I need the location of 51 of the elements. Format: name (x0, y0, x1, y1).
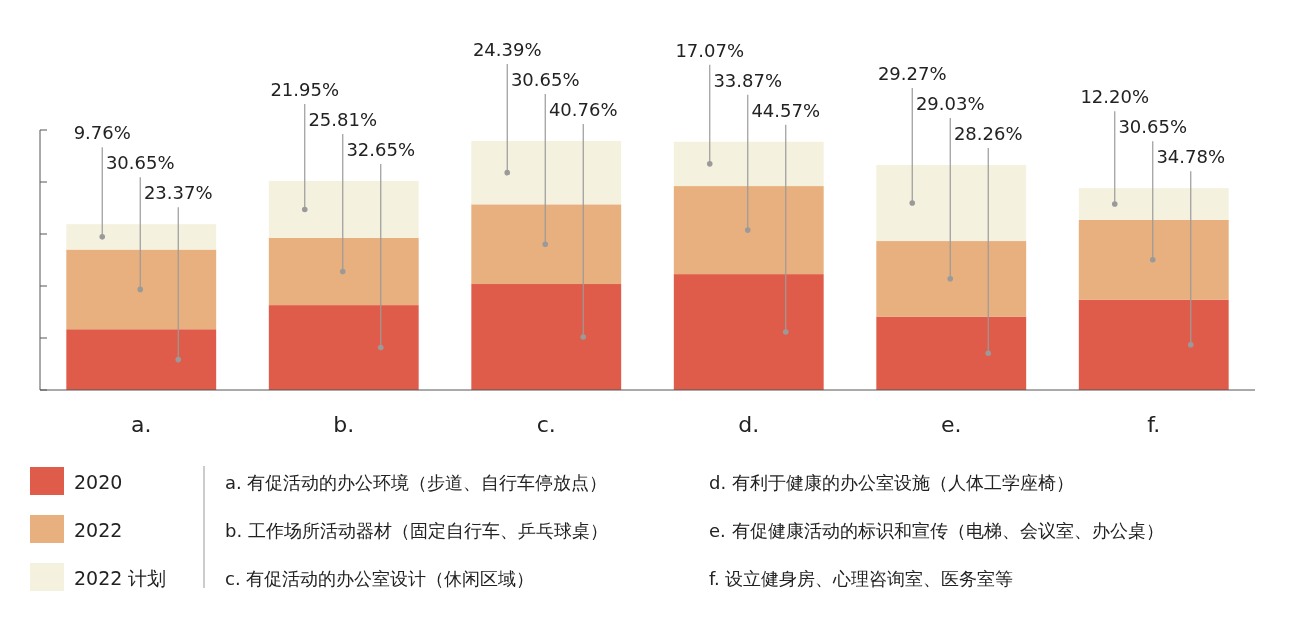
bar (471, 140, 622, 205)
legend-label: 2020 (74, 471, 123, 493)
data-label: 28.26% (953, 122, 1023, 144)
bar (876, 316, 1027, 390)
text: e. 有促健康活动的标识和宣传（电梯、会议室、办公桌） (709, 520, 1164, 541)
bar (268, 238, 419, 306)
text: f. 设立健身房、心理咨询室、医务室等 (709, 568, 1014, 589)
data-label: 24.39% (472, 38, 542, 60)
data-label: 23.37% (143, 182, 213, 204)
x-tick-label: f. (1147, 412, 1161, 437)
bar (66, 249, 217, 330)
legend-label: 2022 计划 (74, 567, 167, 589)
bar (471, 204, 622, 285)
bar (1078, 299, 1229, 390)
text: b. 工作场所活动器材（固定自行车、乒乓球桌） (225, 520, 608, 541)
data-label: 40.76% (548, 98, 618, 120)
data-label: 30.65% (105, 152, 175, 174)
text: d. 有利于健康的办公室设施（人体工学座椅） (709, 472, 1074, 493)
bar (268, 180, 419, 238)
data-label: 17.07% (675, 39, 745, 61)
x-tick-label: e. (940, 412, 962, 437)
text: c. 有促活动的办公室设计（休闲区域） (225, 568, 535, 589)
bar (876, 164, 1027, 242)
data-label: 9.76% (73, 122, 131, 144)
data-label: 29.03% (915, 92, 985, 114)
data-label: 12.20% (1080, 86, 1150, 108)
bar (673, 141, 824, 187)
bar (66, 329, 217, 390)
bar (268, 305, 419, 390)
bar (66, 224, 217, 250)
bar (673, 274, 824, 390)
data-label: 30.65% (510, 68, 580, 90)
x-tick-label: a. (131, 412, 152, 437)
x-tick-label: b. (333, 412, 355, 437)
data-label: 44.57% (751, 99, 821, 121)
data-label: 30.65% (1118, 116, 1188, 138)
bar (471, 284, 622, 390)
bar (1078, 219, 1229, 300)
x-tick-label: d. (738, 412, 760, 437)
data-label: 29.27% (877, 62, 947, 84)
data-label: 21.95% (270, 78, 340, 100)
data-label: 25.81% (308, 108, 378, 130)
bar (673, 186, 824, 275)
bar (1078, 188, 1229, 220)
text: a. 有促活动的办公环境（步道、自行车停放点） (225, 472, 608, 493)
data-label: 32.65% (346, 138, 416, 160)
legend-label: 2022 (74, 519, 123, 541)
data-label: 33.87% (713, 69, 783, 91)
x-tick-label: c. (536, 412, 556, 437)
bar (876, 241, 1027, 317)
data-label: 34.78% (1156, 146, 1226, 168)
